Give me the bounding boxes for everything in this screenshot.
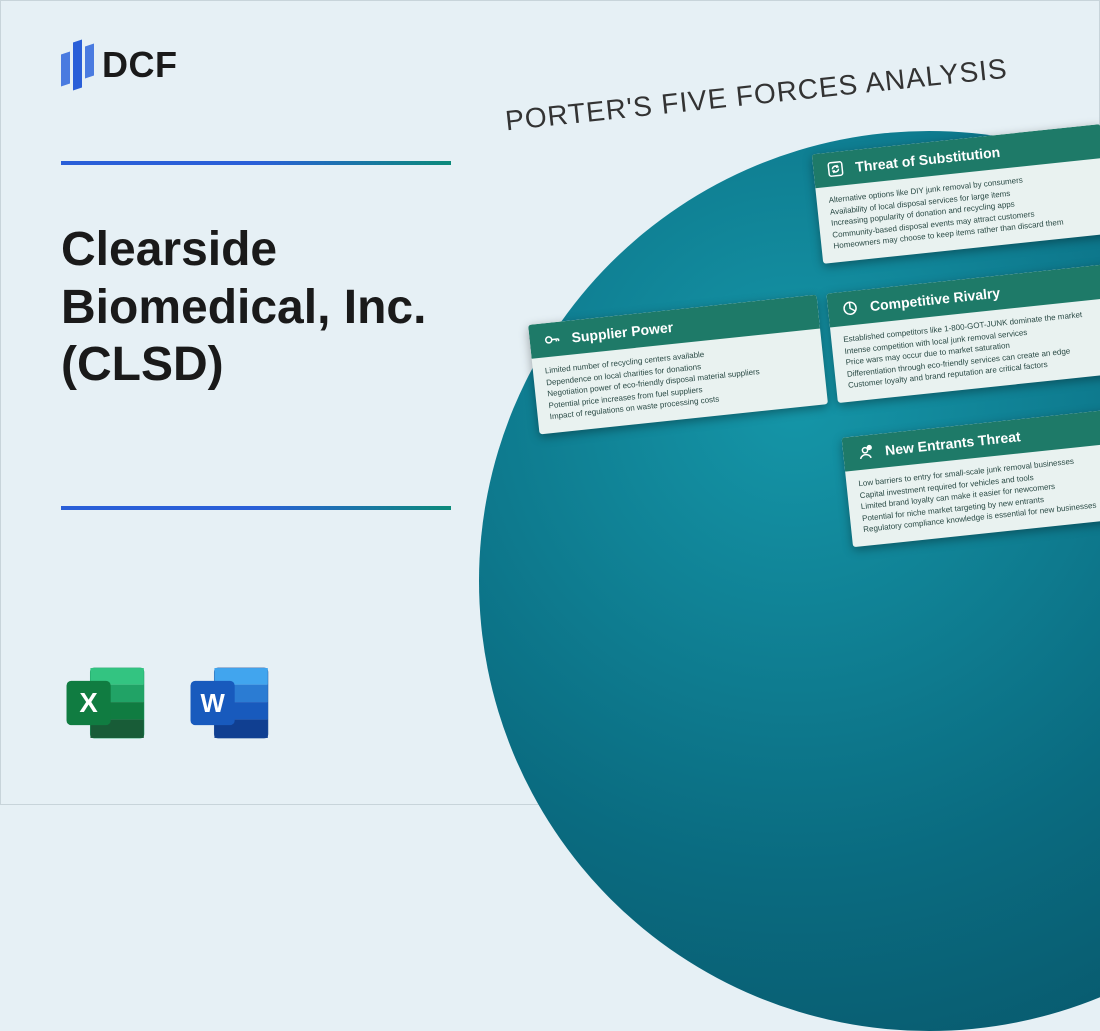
brand-name: DCF: [102, 44, 178, 86]
key-icon: [541, 329, 563, 351]
card-title: Supplier Power: [571, 319, 674, 346]
refresh-icon: [824, 158, 846, 180]
divider-top: [61, 161, 451, 165]
porter-heading: PORTER'S FIVE FORCES ANALYSIS: [504, 53, 1009, 138]
user-plus-icon: [854, 441, 876, 463]
excel-icon: X: [61, 657, 153, 749]
brand-logo: DCF: [61, 41, 178, 89]
svg-text:X: X: [79, 687, 98, 718]
background-circle: [479, 131, 1100, 1031]
pie-icon: [839, 297, 861, 319]
card-title: Competitive Rivalry: [869, 285, 1001, 315]
page-title: Clearside Biomedical, Inc. (CLSD): [61, 221, 481, 394]
card-title: New Entrants Threat: [884, 428, 1021, 458]
file-format-icons: X W: [61, 657, 277, 749]
word-icon: W: [185, 657, 277, 749]
divider-bottom: [61, 506, 451, 510]
logo-mark: [61, 41, 94, 89]
svg-text:W: W: [200, 690, 225, 718]
